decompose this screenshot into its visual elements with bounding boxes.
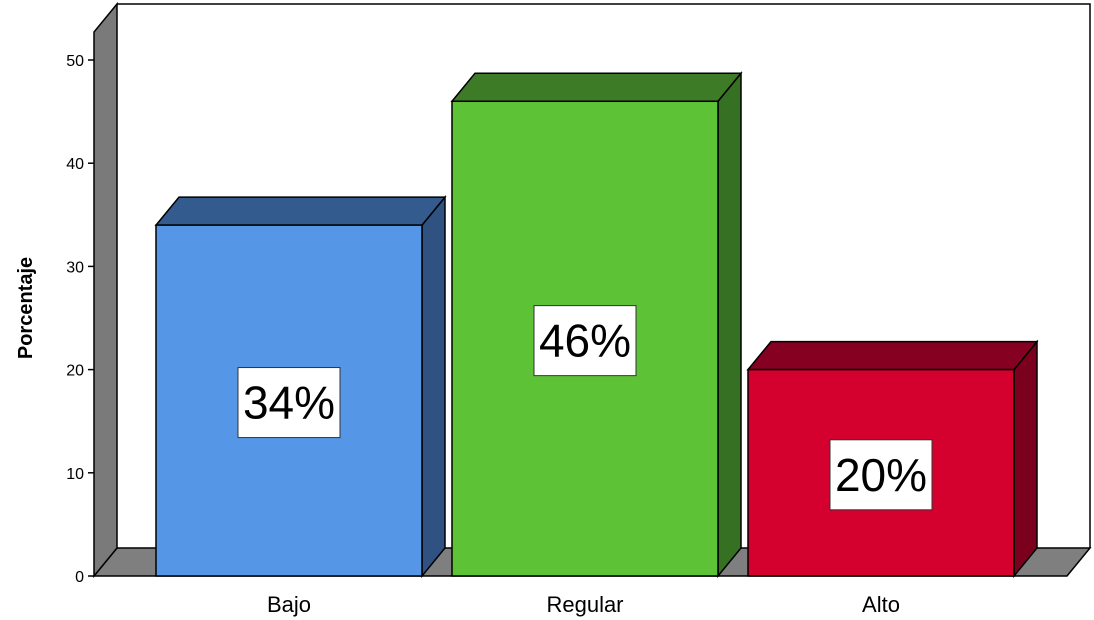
y-tick-label: 0 (75, 569, 84, 586)
x-tick-label: Alto (862, 592, 900, 617)
data-label-box (829, 439, 933, 511)
x-tick-label: Regular (546, 592, 623, 617)
y-tick-label: 10 (66, 466, 84, 483)
y-axis: 0 10 20 30 40 50 (66, 53, 94, 586)
bar-bajo: 34% (154, 195, 447, 579)
bar-top (450, 72, 743, 103)
data-label-box (237, 367, 341, 439)
y-axis-title: Porcentaje (15, 257, 37, 359)
data-label: 46% (539, 315, 631, 367)
y-tick-label: 30 (66, 259, 84, 276)
bars: 34% 46% 20% (154, 71, 1039, 579)
bar-side (717, 71, 742, 579)
y-tick-label: 40 (66, 156, 84, 173)
x-tick-label: Bajo (267, 592, 311, 617)
bar-regular: 46% (450, 71, 743, 579)
bar-top (154, 196, 447, 226)
data-label-box (533, 305, 637, 377)
bar-alto: 20% (746, 339, 1039, 579)
y-tick-label: 20 (66, 363, 84, 380)
bar-side (1013, 339, 1038, 579)
data-label: 34% (243, 377, 335, 429)
left-wall (93, 1, 118, 579)
data-label: 20% (835, 449, 927, 501)
bar-side (421, 195, 446, 579)
y-tick-label: 50 (66, 53, 84, 70)
x-axis: Bajo Regular Alto (267, 592, 900, 617)
back-frame (117, 3, 1091, 548)
bar-top (746, 340, 1039, 371)
